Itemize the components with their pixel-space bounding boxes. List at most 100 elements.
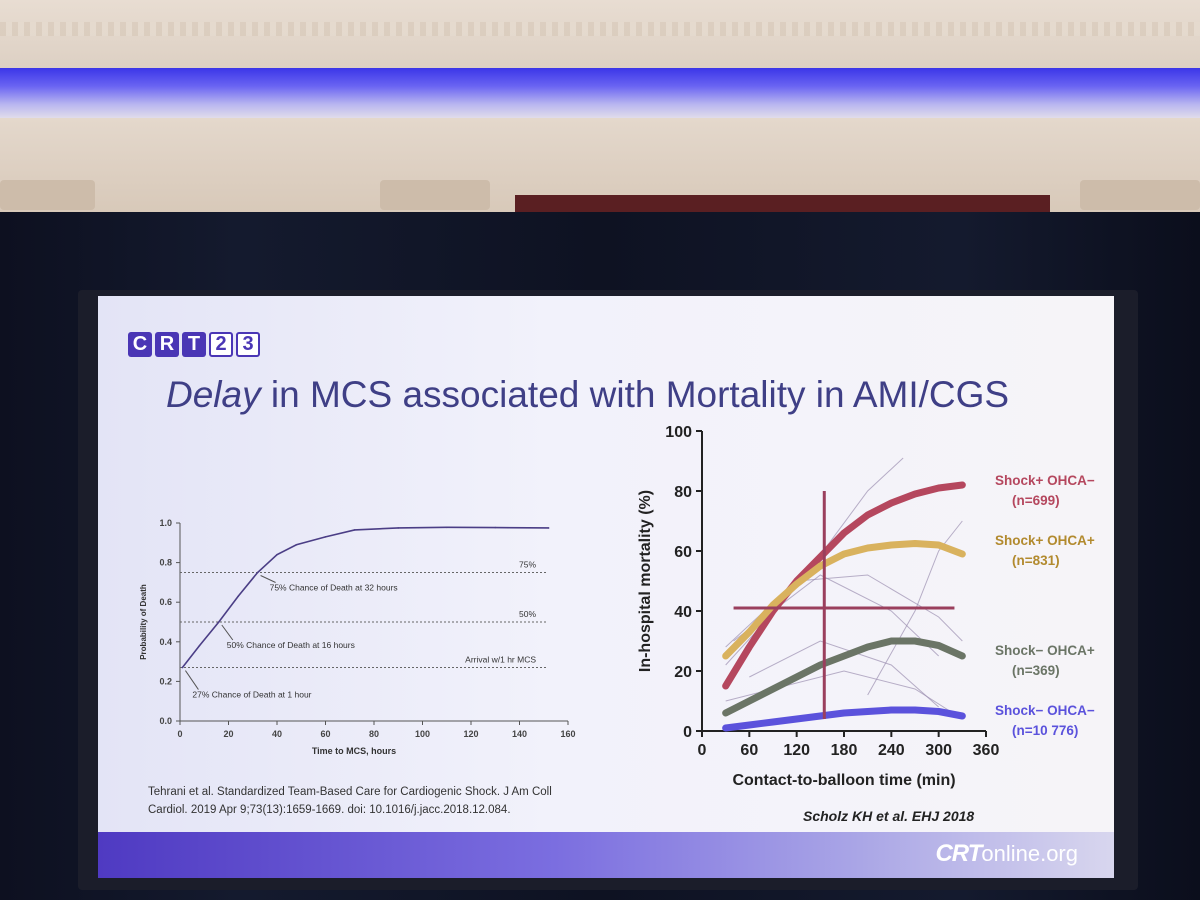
right-y-tick-label: 20: [674, 664, 692, 681]
probability-of-death-chart: 0 20 40 60 80 100 120 140 160 0.0 0.2 0.4 0.6 0.8 1.0 T…: [139, 518, 576, 756]
footer-band: [98, 832, 1114, 878]
left-x-tick-label: 160: [560, 729, 575, 739]
left-curve-point: [256, 571, 259, 574]
series-2-point: [914, 542, 916, 545]
logo-letter-3: 3: [236, 332, 260, 357]
left-annotation-text: 27% Chance of Death at 1 hour: [192, 690, 311, 700]
series-1-point: [937, 487, 940, 489]
series-2-point: [843, 553, 845, 555]
brand-main: CRT: [935, 840, 982, 867]
right-x-axis-label: Contact-to-balloon time (min): [732, 772, 955, 789]
right-study-curve: [725, 574, 963, 648]
left-y-tick-label: 0.8: [159, 558, 172, 568]
series-2-point: [961, 553, 964, 555]
right-y-axis-label: In-hospital mortality (%): [637, 490, 654, 672]
left-x-tick-label: 40: [272, 729, 282, 739]
series-4-point: [772, 721, 774, 723]
legend-n-2: (n=831): [1012, 553, 1060, 568]
title-rest: in MCS associated with Mortality in AMI/…: [260, 374, 1010, 415]
left-y-axis-label: Probability of Death: [139, 584, 148, 660]
right-x-tick-label: 180: [831, 742, 858, 759]
brand-suffix: online.org: [981, 841, 1078, 866]
left-x-tick-label: 120: [463, 729, 478, 739]
series-3-point: [890, 640, 893, 642]
left-x-tick-label: 140: [512, 729, 527, 739]
right-y-tick-label: 40: [674, 604, 692, 621]
series-4-point: [795, 718, 798, 720]
right-x-tick-label: 360: [973, 742, 1000, 759]
right-y-tick-label: 60: [674, 544, 692, 561]
citation-tehrani: Tehrani et al. Standardized Team-Based C…: [148, 786, 552, 816]
series-4-point: [843, 712, 845, 714]
series-1-point: [819, 556, 822, 558]
logo-letter-t: T: [182, 332, 206, 357]
ceiling: [0, 0, 1200, 75]
series-1-point: [866, 514, 869, 516]
series-2-point: [795, 583, 798, 585]
logo-letter-c: C: [128, 332, 152, 357]
left-curve-point: [237, 595, 239, 598]
right-study-curve: [749, 640, 939, 708]
left-curve-point: [353, 529, 356, 531]
left-curve-point: [324, 536, 327, 538]
left-annotation-arrow: [221, 624, 234, 641]
legend-name-2: Shock+ OHCA+: [995, 533, 1095, 548]
left-y-tick-label: 0.4: [159, 637, 172, 647]
mortality-vs-balloon-time-chart: 0 60 120 180 240 300 360 0 20 40 60 80 100 Contact-to…: [637, 424, 1095, 789]
legend-n-4: (n=10 776): [1012, 723, 1078, 738]
left-annotation-arrow: [185, 670, 199, 690]
series-4-point: [748, 724, 751, 726]
stage-light-band: [0, 68, 1200, 120]
series-3-point: [914, 640, 916, 642]
crtonline-logo: CRTonline.org: [935, 840, 1078, 868]
left-annotation-text: 75% Chance of Death at 32 hours: [270, 583, 398, 593]
left-curve-point: [397, 527, 400, 529]
series-1-point: [961, 484, 964, 486]
right-y-tick-label: 80: [674, 484, 692, 501]
corbel-center: [380, 180, 490, 210]
series-3-point: [843, 655, 845, 657]
left-curve-point: [198, 644, 201, 647]
legend-n-3: (n=369): [1012, 663, 1060, 678]
series-3-point: [819, 664, 822, 666]
series-2-point: [748, 631, 751, 633]
series-3-point: [961, 655, 964, 657]
series-4-point: [937, 710, 940, 713]
corbel-left: [0, 180, 95, 210]
left-x-tick-label: 80: [369, 729, 379, 739]
left-reference-label: Arrival w/1 hr MCS: [465, 655, 536, 665]
left-curve-point: [547, 527, 550, 529]
series-1-point: [890, 502, 893, 504]
corbel-right: [1080, 180, 1200, 210]
left-annotation-text: 50% Chance of Death at 16 hours: [227, 640, 355, 650]
series-4-point: [890, 709, 893, 711]
right-x-tick-label: 60: [740, 742, 758, 759]
series-3-point: [724, 712, 727, 714]
left-y-tick-label: 0.6: [159, 597, 172, 607]
series-2-point: [772, 604, 774, 606]
series-2-point: [724, 655, 727, 657]
series-1-point: [914, 493, 916, 495]
left-y-tick-label: 1.0: [159, 518, 172, 528]
series-1-point: [724, 685, 727, 687]
series-4-point: [914, 709, 916, 711]
series-2-point: [890, 544, 893, 546]
series-line-3: [722, 637, 966, 717]
series-4-point: [724, 727, 727, 729]
left-y-tick-label: 0.2: [159, 676, 172, 686]
series-3-point: [937, 644, 940, 647]
series-4-point: [961, 715, 964, 717]
legend-name-3: Shock− OHCA+: [995, 643, 1095, 658]
series-1-point: [843, 532, 845, 534]
series-3-point: [772, 688, 774, 690]
left-reference-label: 75%: [519, 560, 536, 570]
series-3-point: [748, 700, 751, 702]
left-curve-point: [218, 621, 220, 623]
right-x-tick-label: 240: [878, 742, 905, 759]
series-3-point: [795, 676, 798, 678]
series-line-2: [722, 540, 966, 660]
series-3-point: [866, 646, 869, 648]
legend-n-1: (n=699): [1012, 493, 1060, 508]
